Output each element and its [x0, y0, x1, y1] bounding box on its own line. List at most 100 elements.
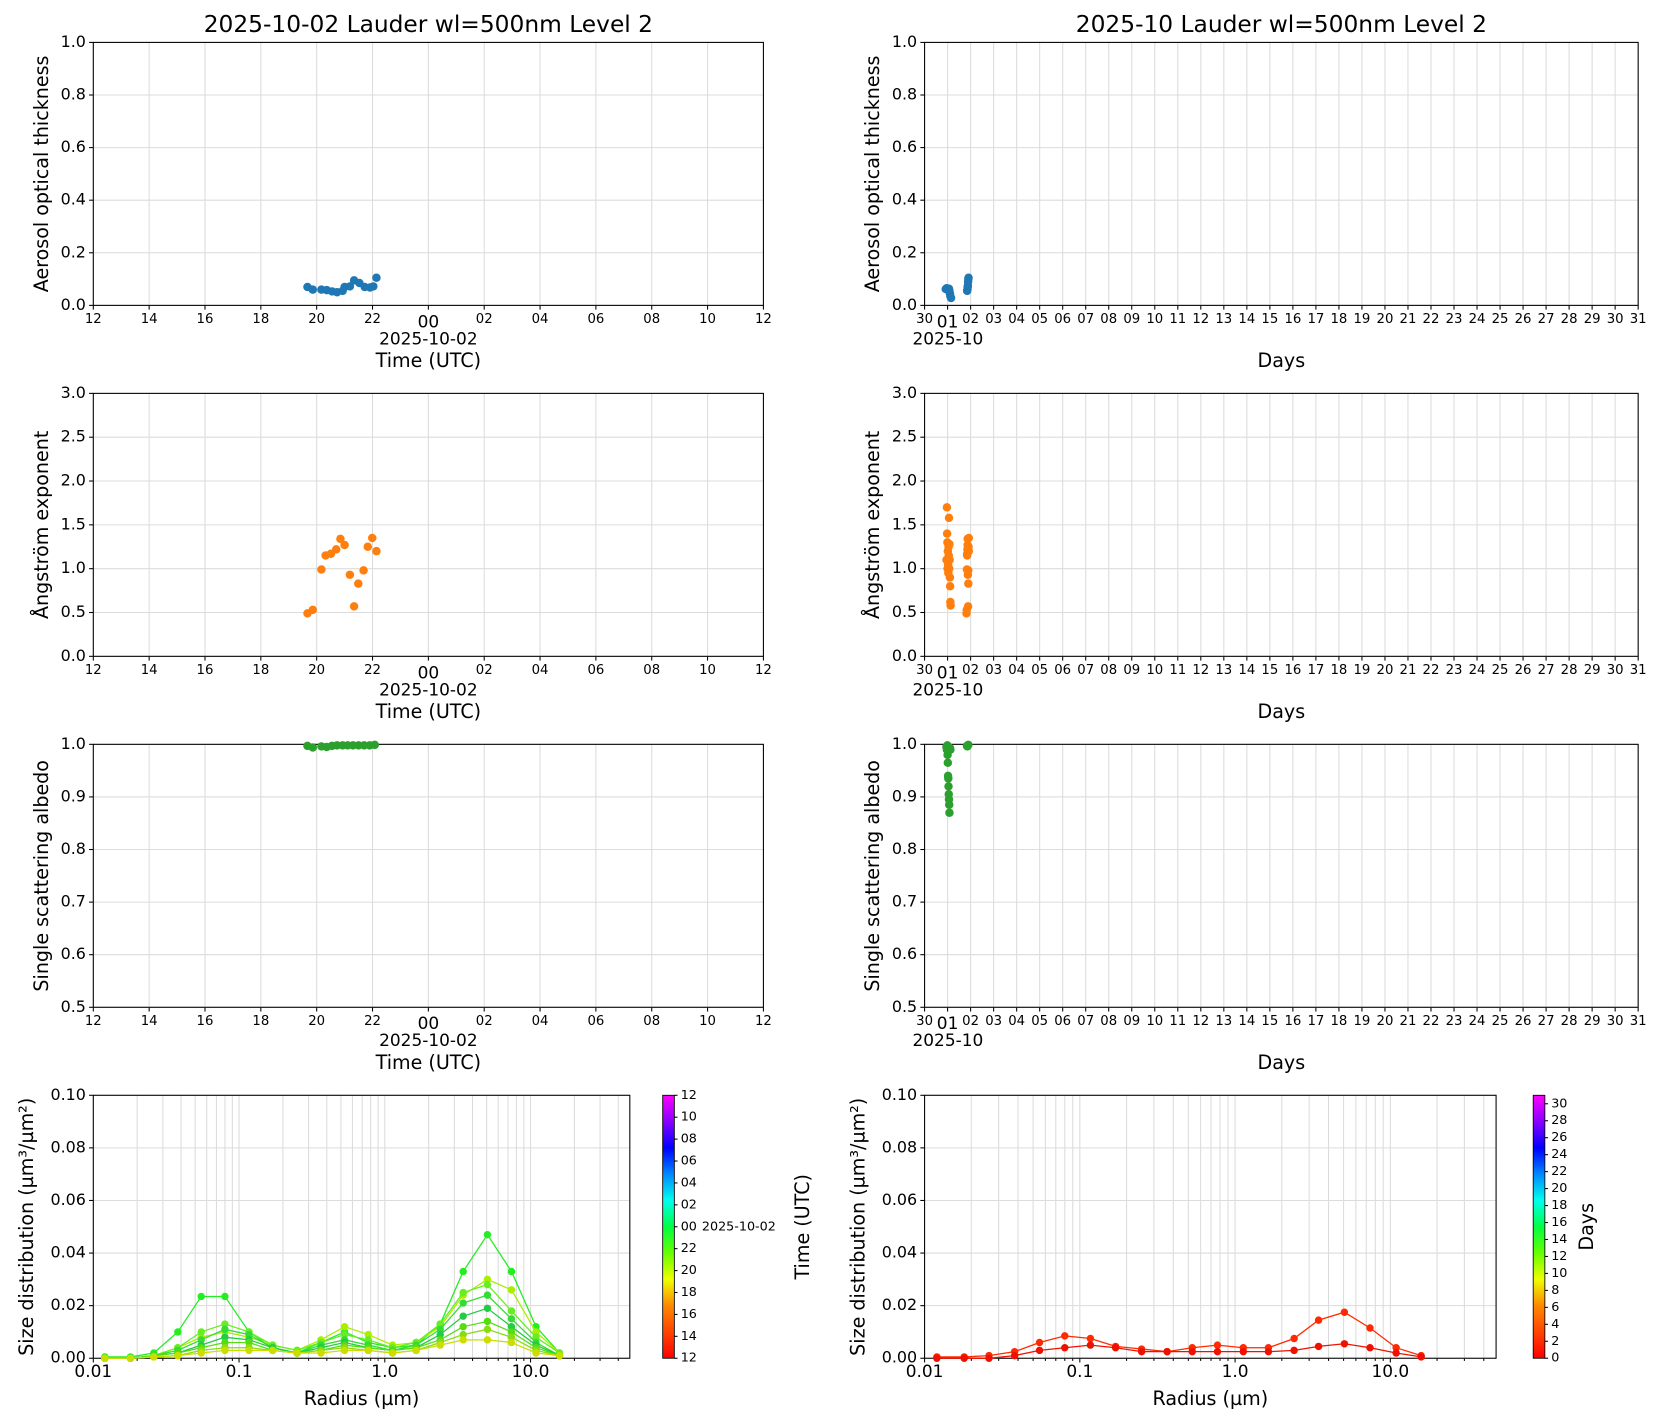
x-tick-label: 0.1 — [1066, 1361, 1093, 1381]
x-tick-label: 04 — [532, 663, 549, 678]
x-tick-label: 16 — [1284, 663, 1301, 678]
x-tick-label: 22 — [1423, 312, 1440, 327]
y-tick-label: 0.0 — [892, 295, 917, 314]
x-tick-label: 1.0 — [1222, 1361, 1249, 1381]
x-tick-label: 04 — [532, 1014, 549, 1029]
y-tick-label: 0.8 — [61, 85, 86, 104]
x-tick-label: 30 — [1607, 663, 1624, 678]
x-tick-label: 07 — [1077, 1014, 1094, 1029]
y-tick-label: 1.5 — [892, 514, 917, 533]
series-point — [436, 1320, 444, 1328]
series-point — [483, 1304, 492, 1312]
y-axis-label: Size distribution (µm³/µm²) — [847, 1098, 869, 1356]
series-point — [1111, 1344, 1120, 1352]
x-tick-label: 16 — [1284, 312, 1301, 327]
series-point — [245, 1330, 253, 1339]
x-tick-label: 17 — [1307, 1014, 1324, 1029]
x-tick-label: 14 — [1238, 312, 1255, 327]
x-tick-label: 14 — [141, 1014, 158, 1029]
data-point — [359, 566, 368, 575]
colorbar-tick-label: 10 — [1551, 1265, 1567, 1280]
y-tick-label: 0.8 — [61, 839, 86, 858]
series-point — [459, 1312, 467, 1320]
x-tick-label: 11 — [1169, 312, 1186, 327]
series-point — [483, 1291, 492, 1299]
series-point — [268, 1346, 277, 1355]
x-tick-label: 11 — [1169, 1014, 1186, 1029]
series-point — [436, 1325, 444, 1334]
series-point — [459, 1299, 467, 1307]
series-point — [960, 1354, 968, 1362]
x-axis-label: Days — [1258, 701, 1306, 723]
x-tick-label: 18 — [252, 663, 269, 678]
y-tick-label: 0.6 — [61, 944, 86, 963]
data-point — [964, 579, 973, 588]
series-point — [1340, 1308, 1349, 1316]
plot-frame — [92, 1094, 631, 1359]
data-point — [964, 546, 974, 556]
x-tick-label: 27 — [1538, 663, 1555, 678]
series-line — [104, 1294, 560, 1359]
x-tick-label: 01 — [937, 662, 959, 682]
x-tick-label: 20 — [308, 663, 325, 678]
colorbar-tick-label: 22 — [681, 1240, 697, 1255]
series-point — [985, 1354, 993, 1362]
data-point — [946, 745, 955, 754]
x-tick-label: 27 — [1538, 1014, 1555, 1029]
y-tick-label: 0.00 — [882, 1348, 917, 1367]
series-point — [1035, 1338, 1044, 1347]
x-tick-label: 31 — [1630, 1014, 1647, 1029]
colorbar-tick-label: 8 — [1551, 1282, 1559, 1297]
x-tick-label: 29 — [1584, 663, 1601, 678]
x-tick-label: 26 — [1515, 1014, 1532, 1029]
data-point — [945, 808, 954, 817]
series-point — [459, 1288, 467, 1297]
x-tick-label: 08 — [1100, 663, 1117, 678]
x-tick-label: 24 — [1469, 663, 1486, 678]
x-tick-label: 24 — [1469, 1014, 1486, 1029]
x-tick-label: 25 — [1492, 312, 1509, 327]
series-point — [1010, 1351, 1019, 1360]
y-tick-label: 0.2 — [892, 242, 917, 261]
series-point — [197, 1336, 205, 1344]
x-tick-label: 18 — [1330, 663, 1347, 678]
x-tick-label: 31 — [1630, 663, 1647, 678]
y-tick-label: 1.5 — [61, 514, 86, 533]
series-line — [936, 1311, 1422, 1358]
x-tick-label: 20 — [308, 1014, 325, 1029]
series-point — [197, 1349, 205, 1357]
colorbar-tick-label: 6 — [1551, 1299, 1559, 1314]
colorbar-tick-label: 2 — [1551, 1333, 1559, 1348]
x-tick-label: 31 — [1630, 312, 1647, 327]
data-point — [964, 740, 973, 750]
series-point — [483, 1280, 492, 1289]
x-tick-label: 00 — [418, 1013, 440, 1033]
x-tick-label: 29 — [1584, 1014, 1601, 1029]
series-point — [1417, 1353, 1425, 1361]
x-tick-label: 30 — [1607, 312, 1624, 327]
colorbar-tick-label: 24 — [1551, 1146, 1567, 1161]
colorbar-tick-label: 20 — [681, 1262, 697, 1277]
series-point — [459, 1336, 467, 1344]
series-point — [532, 1349, 540, 1357]
x-tick-label: 06 — [587, 663, 604, 678]
colorbar-tick-label: 08 — [681, 1131, 697, 1146]
x-tick-label: 12 — [755, 312, 772, 327]
colorbar-tick-label: 06 — [681, 1153, 697, 1168]
plot-frame — [92, 41, 764, 306]
colorbar-tick-label: 4 — [1551, 1316, 1559, 1331]
x-tick-label: 21 — [1400, 663, 1417, 678]
x-date-label: 2025-10 — [912, 1030, 983, 1050]
x-tick-label: 20 — [308, 312, 325, 327]
y-tick-label: 0.7 — [61, 892, 86, 911]
colorbar-tick-label: 26 — [1551, 1129, 1567, 1144]
x-tick-label: 19 — [1354, 663, 1371, 678]
series-line — [104, 1283, 560, 1359]
x-tick-label: 14 — [141, 663, 158, 678]
x-tick-label: 1.0 — [371, 1361, 398, 1381]
plot-frame — [924, 392, 1639, 657]
x-tick-label: 21 — [1400, 1014, 1417, 1029]
x-tick-label: 06 — [587, 1014, 604, 1029]
x-tick-label: 09 — [1123, 663, 1140, 678]
series-point — [1290, 1334, 1298, 1343]
